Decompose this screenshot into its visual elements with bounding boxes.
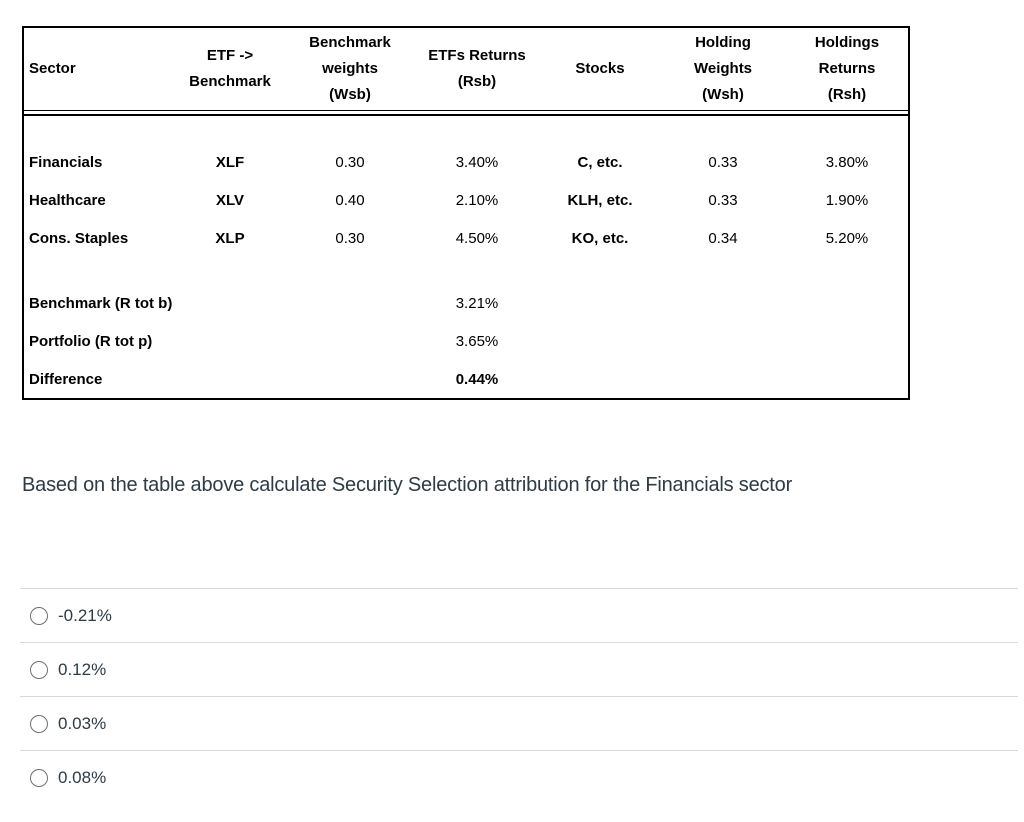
radio-button-icon[interactable] — [30, 714, 48, 733]
cell-rsb: 3.40% — [455, 153, 499, 171]
table-row-financials: Financials XLF 0.30 3.40% C, etc. 0.33 3… — [24, 143, 908, 181]
summary-label: Benchmark (R tot b) — [29, 294, 173, 312]
cell-rsb: 2.10% — [455, 191, 499, 209]
cell-wsh: 0.33 — [708, 191, 738, 209]
header-benchmark-weights: Benchmark weights (Wsb) — [309, 33, 391, 104]
header-stocks: Stocks — [575, 59, 625, 77]
answer-option-2[interactable]: 0.12% — [20, 642, 1018, 696]
table-header-row: Sector ETF -> Benchmark Benchmark weight… — [24, 28, 908, 111]
cell-etf: XLF — [215, 153, 245, 171]
attribution-table: Sector ETF -> Benchmark Benchmark weight… — [22, 26, 910, 400]
radio-button-icon[interactable] — [30, 606, 48, 625]
cell-rsh: 1.90% — [825, 191, 869, 209]
summary-label: Portfolio (R tot p) — [29, 332, 153, 350]
cell-wsh: 0.34 — [708, 229, 738, 247]
summary-row-benchmark: Benchmark (R tot b) 3.21% — [24, 284, 908, 322]
cell-wsh: 0.33 — [708, 153, 738, 171]
header-etf-benchmark: ETF -> Benchmark — [189, 46, 271, 90]
cell-wsb: 0.30 — [335, 229, 365, 247]
table-row-cons-staples: Cons. Staples XLP 0.30 4.50% KO, etc. 0.… — [24, 219, 908, 257]
cell-rsh: 5.20% — [825, 229, 869, 247]
summary-row-portfolio: Portfolio (R tot p) 3.65% — [24, 322, 908, 360]
summary-value: 3.65% — [455, 332, 499, 350]
table-spacer — [24, 116, 908, 143]
cell-sector: Financials — [29, 153, 103, 171]
table-spacer — [24, 257, 908, 284]
summary-row-difference: Difference 0.44% — [24, 360, 908, 398]
header-etfs-returns: ETFs Returns (Rsb) — [428, 46, 526, 90]
radio-button-icon[interactable] — [30, 768, 48, 787]
header-holdings-returns: Holdings Returns (Rsh) — [814, 33, 880, 104]
header-sector: Sector — [29, 59, 76, 77]
cell-sector: Healthcare — [29, 191, 106, 209]
cell-etf: XLV — [215, 191, 245, 209]
cell-wsb: 0.40 — [335, 191, 365, 209]
answer-option-4[interactable]: 0.08% — [20, 750, 1018, 804]
cell-etf: XLP — [215, 229, 245, 247]
cell-stocks: KLH, etc. — [567, 191, 633, 209]
question-text: Based on the table above calculate Secur… — [22, 474, 793, 496]
answer-option-3[interactable]: 0.03% — [20, 696, 1018, 750]
cell-stocks: KO, etc. — [571, 229, 629, 247]
cell-rsh: 3.80% — [825, 153, 869, 171]
radio-button-icon[interactable] — [30, 660, 48, 679]
cell-rsb: 4.50% — [455, 229, 499, 247]
answer-option-1[interactable]: -0.21% — [20, 588, 1018, 642]
cell-sector: Cons. Staples — [29, 229, 129, 247]
answer-option-label[interactable]: 0.08% — [58, 767, 107, 787]
summary-value: 3.21% — [455, 294, 499, 312]
answer-option-label[interactable]: -0.21% — [58, 605, 112, 625]
summary-label: Difference — [29, 370, 103, 388]
cell-stocks: C, etc. — [577, 153, 623, 171]
header-holding-weights: Holding Weights (Wsh) — [693, 33, 753, 104]
summary-value: 0.44% — [455, 370, 499, 388]
cell-wsb: 0.30 — [335, 153, 365, 171]
answer-option-label[interactable]: 0.03% — [58, 713, 107, 733]
table-row-healthcare: Healthcare XLV 0.40 2.10% KLH, etc. 0.33… — [24, 181, 908, 219]
answer-option-label[interactable]: 0.12% — [58, 659, 107, 679]
answer-options-list: -0.21% 0.12% 0.03% 0.08% — [20, 588, 1018, 804]
table-body: Financials XLF 0.30 3.40% C, etc. 0.33 3… — [24, 114, 908, 398]
